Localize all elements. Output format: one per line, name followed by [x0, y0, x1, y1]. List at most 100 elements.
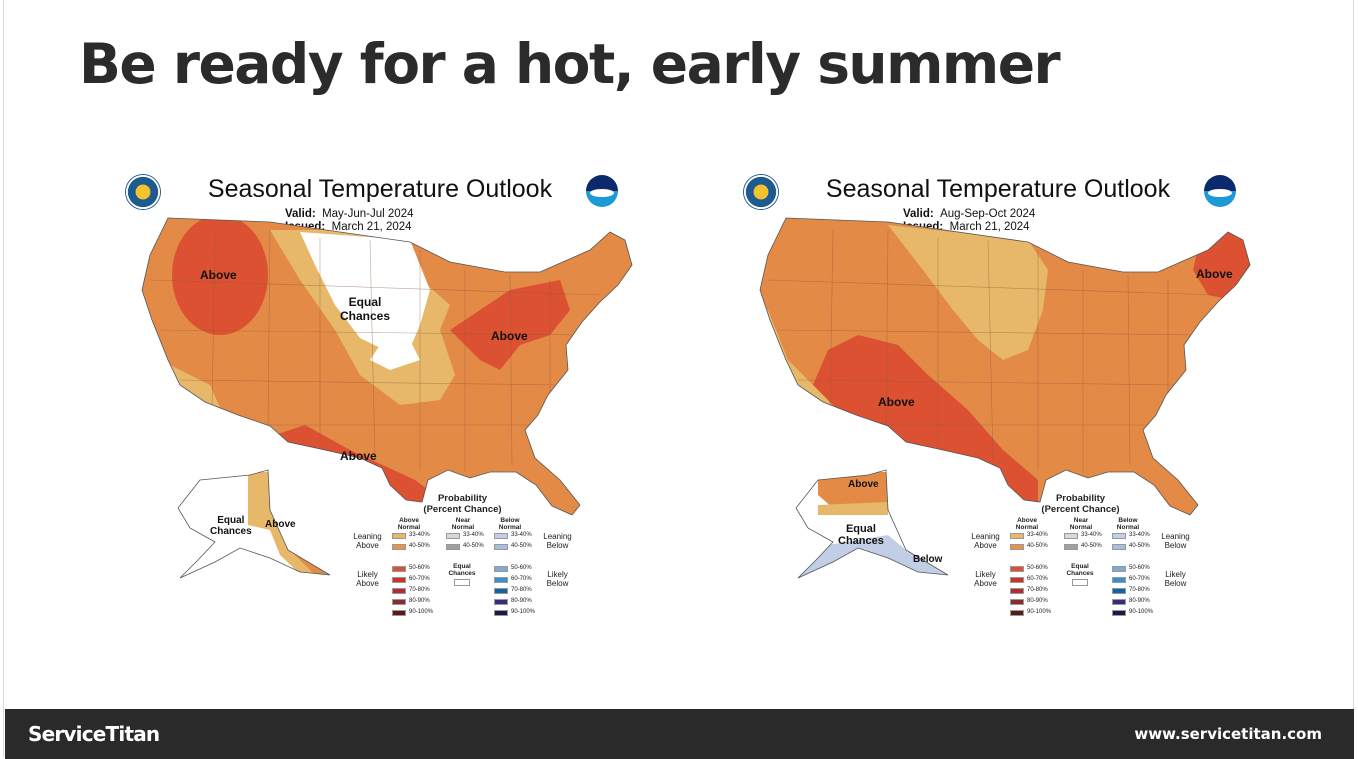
- legend-bin-above-1: 33-40%: [1027, 532, 1048, 538]
- legend-bin-above-3: 50-60%: [409, 565, 430, 571]
- legend-swatch-below-7: [1112, 610, 1126, 616]
- website-url[interactable]: www.servicetitan.com: [1134, 725, 1322, 743]
- legend-equal-chances: Equal Chances: [1066, 563, 1094, 577]
- legend-swatch-above-7: [392, 610, 406, 616]
- legend-bin-below-7: 90-100%: [511, 609, 536, 615]
- brand-logo: ServiceTitan: [28, 722, 160, 746]
- footer-bar: ServiceTitan www.servicetitan.com: [5, 709, 1354, 759]
- region-alaska-above: Above: [848, 479, 879, 490]
- us-outlook-map: [141, 217, 633, 579]
- legend-swatch-near-1: [1064, 533, 1078, 539]
- legend-bin-above-2: 40-50%: [409, 543, 430, 549]
- legend-bin-below-1: 33-40%: [511, 532, 532, 538]
- region-south-above: Above: [340, 449, 377, 463]
- legend-bin-above-5: 70-80%: [1027, 587, 1048, 593]
- legend-swatch-near-1: [446, 533, 460, 539]
- noaa-logo-icon: [586, 175, 618, 207]
- legend-likely-above: Likely Above: [974, 570, 997, 588]
- legend-swatch-above-6: [1010, 599, 1024, 605]
- region-new-england-above: Above: [1196, 267, 1233, 281]
- legend-bin-below-4: 60-70%: [511, 576, 532, 582]
- region-southwest-above: Above: [878, 395, 915, 409]
- legend-swatch-above-5: [392, 588, 406, 594]
- legend-title: Probability (Percent Chance): [423, 493, 502, 515]
- legend-head-above: Above Normal: [1015, 517, 1039, 531]
- legend-swatch-near-2: [446, 544, 460, 550]
- region-alaska-below: Below: [913, 554, 943, 565]
- legend-swatch-below-3: [1112, 566, 1126, 572]
- region-alaska-equal-chances: Equal Chances: [838, 523, 884, 547]
- legend-swatch-below-7: [494, 610, 508, 616]
- legend-bin-above-5: 70-80%: [409, 587, 430, 593]
- legend-bin-near-1: 33-40%: [1081, 532, 1102, 538]
- region-northwest-above: Above: [200, 268, 237, 282]
- legend-swatch-below-4: [1112, 577, 1126, 583]
- probability-legend: Probability (Percent Chance) Above Normal …: [968, 490, 1193, 616]
- legend-likely-below: Likely Below: [546, 570, 569, 588]
- legend-bin-above-6: 80-90%: [1027, 598, 1048, 604]
- legend-head-near: Near Normal: [451, 517, 475, 531]
- legend-swatch-below-5: [494, 588, 508, 594]
- map-heading: Seasonal Temperature Outlook: [825, 175, 1171, 203]
- outlook-map-aug-sep-oct: Seasonal Temperature Outlook Valid: Aug-…: [738, 170, 1258, 616]
- legend-bin-below-6: 80-90%: [1129, 598, 1150, 604]
- legend-swatch-above-5: [1010, 588, 1024, 594]
- legend-head-near: Near Normal: [1069, 517, 1093, 531]
- legend-swatch-equal: [454, 579, 470, 586]
- legend-swatch-above-2: [1010, 544, 1024, 550]
- legend-likely-above: Likely Above: [356, 570, 379, 588]
- slide-frame: [3, 0, 1354, 757]
- legend-bin-below-2: 40-50%: [1129, 543, 1150, 549]
- map-heading: Seasonal Temperature Outlook: [207, 175, 553, 203]
- legend-swatch-equal: [1072, 579, 1088, 586]
- legend-bin-below-2: 40-50%: [511, 543, 532, 549]
- legend-swatch-below-3: [494, 566, 508, 572]
- legend-swatch-above-4: [392, 577, 406, 583]
- slide-title: Be ready for a hot, early summer: [79, 32, 1061, 96]
- legend-swatch-above-1: [1010, 533, 1024, 539]
- legend-leaning-above: Leaning Above: [353, 532, 382, 550]
- legend-bin-below-5: 70-80%: [511, 587, 532, 593]
- us-outlook-map: [759, 217, 1251, 579]
- legend-bin-above-7: 90-100%: [1027, 609, 1052, 615]
- legend-swatch-below-2: [1112, 544, 1126, 550]
- legend-head-below: Below Normal: [1116, 517, 1140, 531]
- legend-bin-above-3: 50-60%: [1027, 565, 1048, 571]
- legend-bin-below-5: 70-80%: [1129, 587, 1150, 593]
- legend-bin-above-4: 60-70%: [409, 576, 430, 582]
- region-central-equal-chances: Equal Chances: [340, 295, 391, 323]
- legend-swatch-near-2: [1064, 544, 1078, 550]
- legend-swatch-above-3: [392, 566, 406, 572]
- valid-period: Valid: May-Jun-Jul 2024: [285, 208, 414, 220]
- region-great-lakes-above: Above: [491, 329, 528, 343]
- legend-swatch-below-1: [494, 533, 508, 539]
- legend-bin-below-4: 60-70%: [1129, 576, 1150, 582]
- legend-leaning-below: Leaning Below: [1161, 532, 1190, 550]
- legend-bin-below-3: 50-60%: [511, 565, 532, 571]
- legend-swatch-above-1: [392, 533, 406, 539]
- legend-equal-chances: Equal Chances: [448, 563, 476, 577]
- outlook-map-may-jun-jul: Seasonal Temperature Outlook Valid: May-…: [120, 170, 640, 616]
- legend-bin-below-6: 80-90%: [511, 598, 532, 604]
- legend-bin-below-7: 90-100%: [1129, 609, 1154, 615]
- legend-bin-above-2: 40-50%: [1027, 543, 1048, 549]
- legend-head-below: Below Normal: [498, 517, 522, 531]
- legend-head-above: Above Normal: [397, 517, 421, 531]
- legend-bin-below-3: 50-60%: [1129, 565, 1150, 571]
- commerce-seal-icon: [126, 175, 160, 209]
- legend-title: Probability (Percent Chance): [1041, 493, 1120, 515]
- legend-swatch-below-6: [494, 599, 508, 605]
- legend-swatch-above-3: [1010, 566, 1024, 572]
- legend-bin-above-6: 80-90%: [409, 598, 430, 604]
- legend-swatch-below-4: [494, 577, 508, 583]
- legend-likely-below: Likely Below: [1164, 570, 1187, 588]
- legend-swatch-above-7: [1010, 610, 1024, 616]
- legend-bin-above-7: 90-100%: [409, 609, 434, 615]
- legend-bin-near-2: 40-50%: [1081, 543, 1102, 549]
- legend-swatch-below-6: [1112, 599, 1126, 605]
- legend-swatch-above-6: [392, 599, 406, 605]
- probability-legend: Probability (Percent Chance) Above Normal …: [350, 490, 575, 616]
- legend-swatch-below-2: [494, 544, 508, 550]
- legend-bin-near-2: 40-50%: [463, 543, 484, 549]
- commerce-seal-icon: [744, 175, 778, 209]
